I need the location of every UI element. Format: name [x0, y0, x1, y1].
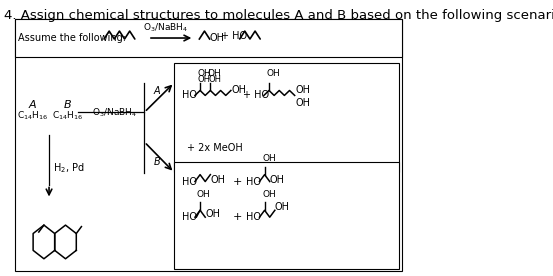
- Text: OH: OH: [295, 98, 310, 108]
- Text: OH: OH: [232, 86, 247, 95]
- Text: O$_3$/NaBH$_4$: O$_3$/NaBH$_4$: [143, 22, 189, 34]
- Bar: [14, 19, 401, 57]
- Bar: [174, 162, 399, 269]
- Text: O$_3$/NaBH$_4$: O$_3$/NaBH$_4$: [92, 106, 138, 118]
- Text: +: +: [232, 212, 242, 222]
- Text: HO: HO: [246, 177, 261, 187]
- Text: +: +: [232, 177, 242, 187]
- Text: A: A: [28, 100, 36, 110]
- Text: OH: OH: [263, 190, 276, 199]
- Text: + HO: + HO: [221, 31, 247, 41]
- Text: + HO: + HO: [243, 91, 269, 100]
- Text: OH: OH: [210, 175, 225, 185]
- Text: B: B: [154, 157, 160, 167]
- Text: Assume the following:: Assume the following:: [18, 33, 126, 43]
- Text: OH: OH: [210, 33, 225, 43]
- Text: HO: HO: [246, 212, 261, 222]
- Text: HO: HO: [182, 91, 197, 100]
- Text: OH: OH: [208, 75, 221, 84]
- Text: OH: OH: [267, 69, 280, 78]
- Text: C$_{14}$H$_{16}$: C$_{14}$H$_{16}$: [52, 110, 83, 123]
- Text: OH: OH: [196, 190, 210, 199]
- Text: OH: OH: [198, 75, 211, 84]
- Text: 4. Assign chemical structures to molecules A and B based on the following scenar: 4. Assign chemical structures to molecul…: [4, 9, 553, 22]
- Text: OH: OH: [263, 154, 276, 163]
- Text: OH: OH: [295, 86, 310, 95]
- Text: A: A: [154, 86, 160, 97]
- Text: OH: OH: [205, 209, 220, 219]
- Text: OH: OH: [207, 69, 221, 78]
- Text: H$_2$, Pd: H$_2$, Pd: [53, 161, 84, 175]
- Bar: [174, 63, 399, 172]
- Text: OH: OH: [275, 202, 290, 212]
- Text: HO: HO: [182, 177, 197, 187]
- Text: OH: OH: [270, 175, 285, 185]
- Text: C$_{14}$H$_{16}$: C$_{14}$H$_{16}$: [17, 110, 48, 123]
- Text: HO: HO: [182, 212, 197, 222]
- Text: OH: OH: [197, 69, 211, 78]
- Text: + 2x MeOH: + 2x MeOH: [187, 143, 243, 153]
- Text: B: B: [64, 100, 71, 110]
